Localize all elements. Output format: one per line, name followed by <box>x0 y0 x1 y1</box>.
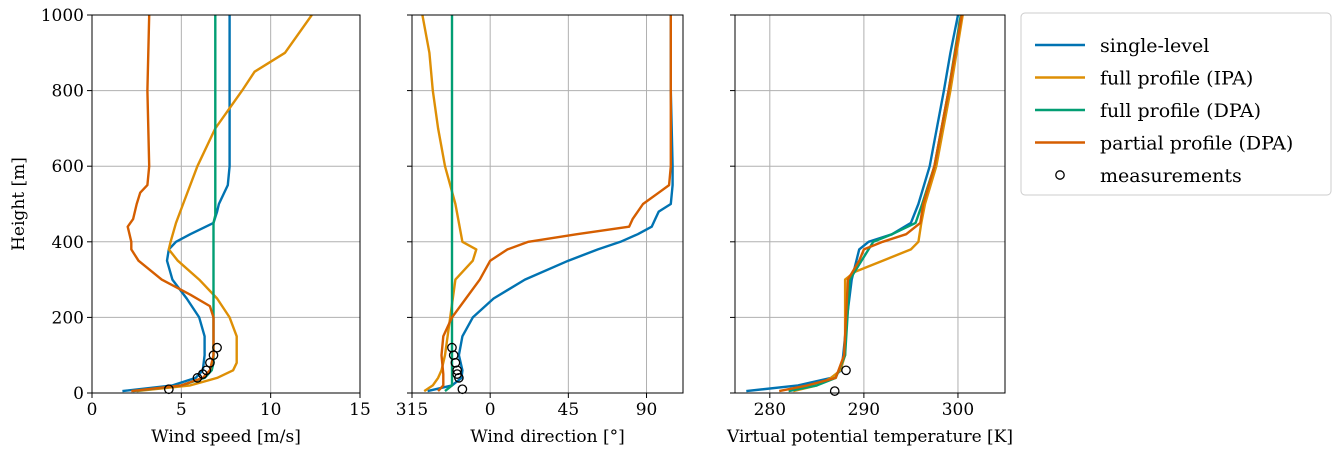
legend-label: single-level <box>1100 35 1209 57</box>
measurement-point <box>205 357 215 368</box>
x-tick-label: 300 <box>942 400 974 420</box>
legend-box <box>1020 12 1332 196</box>
profile-line <box>437 15 672 392</box>
x-tick-label: 0 <box>87 400 98 420</box>
profile-line <box>136 15 313 393</box>
profile-line <box>427 15 674 393</box>
y-tick-label: 800 <box>52 82 84 102</box>
y-tick-label: 600 <box>52 157 84 177</box>
x-tick-label: 15 <box>349 400 371 420</box>
legend-label: partial profile (DPA) <box>1100 133 1293 155</box>
measurement-point <box>212 342 222 353</box>
x-tick-label: 45 <box>558 400 580 420</box>
plot-area <box>122 15 313 393</box>
x-axis-label: Virtual potential temperature [K] <box>726 427 1013 447</box>
x-tick-label: 290 <box>848 400 880 420</box>
measurement-point <box>208 350 219 361</box>
y-tick-label: 200 <box>52 308 84 328</box>
y-tick-label: 400 <box>52 233 84 253</box>
measurement-point <box>829 386 840 396</box>
y-axis-label: Height [m] <box>9 157 29 251</box>
legend-marker <box>1055 170 1065 180</box>
profile-line <box>444 15 454 393</box>
x-tick-label: 5 <box>176 400 187 420</box>
x-tick-label: 0 <box>485 400 496 420</box>
plot-area <box>746 15 964 393</box>
axes-frame <box>734 14 1006 394</box>
x-tick-label: 315 <box>396 400 428 420</box>
x-tick-label: 280 <box>754 400 786 420</box>
measurement-point <box>457 384 468 395</box>
measurement-point <box>841 365 851 376</box>
measurement-point <box>452 369 463 379</box>
legend-label: full profile (IPA) <box>1100 68 1253 90</box>
measurement-point <box>447 342 457 353</box>
profile-line <box>126 15 215 393</box>
legend-label: measurements <box>1100 165 1242 187</box>
x-axis-label: Wind speed [m/s] <box>151 427 301 447</box>
profile-line <box>793 15 964 393</box>
plot-area <box>421 15 674 393</box>
profile-line <box>788 15 962 393</box>
y-tick-label: 0 <box>73 384 84 404</box>
profile-line <box>421 15 478 393</box>
axes-frame <box>91 14 361 394</box>
axes-frame <box>411 14 684 394</box>
x-axis-label: Wind direction [°] <box>470 427 625 447</box>
measurement-point <box>201 365 212 376</box>
y-tick-label: 1000 <box>41 6 84 26</box>
profile-line <box>778 15 963 393</box>
legend: single-level full profile (IPA) full profi… <box>1020 12 1332 196</box>
legend-label: full profile (DPA) <box>1100 100 1261 122</box>
x-tick-label: 90 <box>636 400 658 420</box>
x-tick-label: 10 <box>260 400 282 420</box>
